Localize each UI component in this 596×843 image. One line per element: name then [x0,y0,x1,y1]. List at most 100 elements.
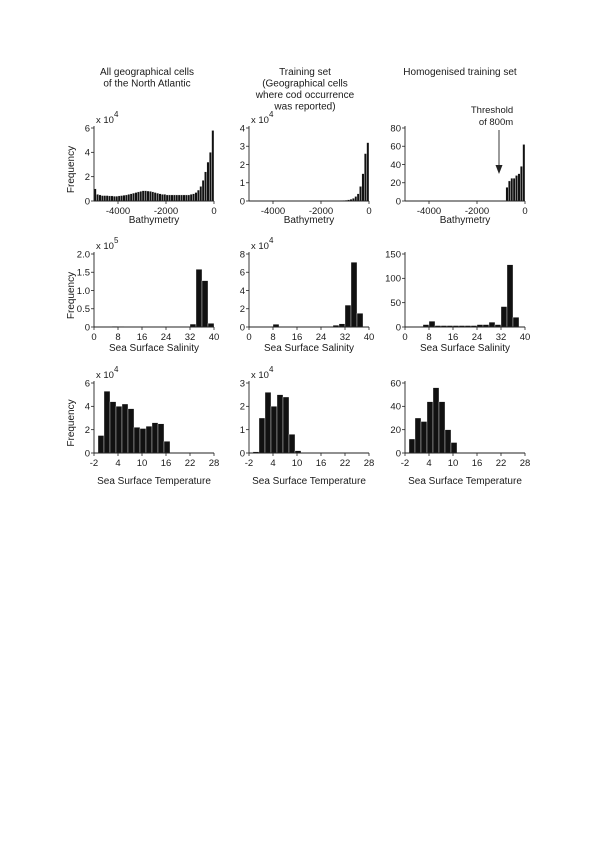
x-axis-label: Sea Surface Temperature [408,476,522,487]
x-axis-label: Sea Surface Salinity [420,343,510,354]
bar [139,191,143,202]
y-tick-label: 50 [390,298,401,309]
bar [344,304,352,328]
x-tick-label: 22 [340,458,351,469]
x-tick-label: -2 [245,458,253,469]
y-tick-label: 60 [390,142,401,153]
bar [204,171,207,202]
y-tick-label: 20 [390,425,401,436]
bar [122,194,126,202]
x-tick-label: 32 [185,332,196,343]
x-tick-label: 4 [270,458,275,469]
y-tick-label: 150 [385,249,401,260]
x-tick-label: 4 [115,458,120,469]
bar [207,323,215,328]
threshold-label-line-1: Threshold [471,105,513,116]
bar [500,306,508,328]
bar [209,152,212,202]
bar [98,194,102,202]
x-tick-label: -4000 [106,206,130,217]
bar [127,194,131,202]
x-tick-label: 24 [316,332,327,343]
y-scale-base: x 10 [251,115,269,126]
x-tick-label: -2 [90,458,98,469]
bar [438,401,446,454]
bar [146,190,150,202]
y-scale-base: x 10 [251,241,269,252]
y-scale-multiplier: x 104 [251,236,274,252]
y-tick-label: 1 [240,178,245,189]
y-tick-label: 40 [390,160,401,171]
x-tick-label: 16 [448,332,459,343]
bar [414,417,422,454]
y-tick-label: 3 [240,142,245,153]
y-scale-exponent: 4 [114,110,119,119]
x-tick-label: -2 [401,458,409,469]
y-scale-exponent: 5 [114,236,119,245]
bar [170,194,174,202]
x-tick-label: 16 [161,458,172,469]
y-tick-label: 100 [385,274,401,285]
bar [163,441,171,454]
bar [177,194,181,202]
threshold-arrow-head [495,165,503,174]
bar [258,417,266,454]
x-tick-label: -4000 [417,206,441,217]
x-tick-label: 16 [292,332,303,343]
y-tick-label: 0.5 [77,304,90,315]
bar [199,186,203,202]
bar [173,194,176,202]
x-tick-label: 32 [496,332,507,343]
x-tick-label: 0 [91,332,96,343]
x-tick-label: 40 [364,332,375,343]
bar [520,166,523,202]
y-scale-multiplier: x 105 [96,236,119,252]
y-scale-exponent: 4 [269,236,274,245]
bar [101,195,104,202]
y-tick-label: 2 [240,160,245,171]
bar [264,392,272,454]
y-tick-label: 1.0 [77,286,90,297]
bar [512,178,516,202]
bar [129,193,133,202]
y-tick-label: 0 [396,196,401,207]
threshold-label-line-2: of 800m [479,117,513,128]
y-tick-label: 0 [85,196,90,207]
bar [187,194,191,202]
column-title-0-line-1: of the North Atlantic [103,79,190,90]
histogram-panel-r1-c0: 0 8 16 24 32 40 0 0.5 1.0 1.5 2.0 x 105 Sea Surface … [66,236,219,354]
x-tick-label: 0 [246,332,251,343]
bar [168,194,171,202]
x-tick-label: 40 [209,332,220,343]
histogram-panel-r1-c2: 0 8 16 24 32 40 0 50 100 150 Sea Surface Salinity [385,249,530,354]
y-tick-label: 0 [240,196,245,207]
bar [338,323,346,328]
y-axis-label: Frequency [66,399,77,446]
y-scale-base: x 10 [96,115,114,126]
bar [145,425,153,454]
bar [192,193,195,202]
bar [428,320,436,328]
y-tick-label: 4 [85,148,90,159]
y-tick-label: 0 [396,322,401,333]
bar [354,196,358,202]
bar [206,161,210,202]
x-tick-label: 16 [316,458,327,469]
bar [139,428,147,454]
y-scale-base: x 10 [96,370,114,381]
y-scale-multiplier: x 104 [251,365,274,381]
y-tick-label: 2 [240,304,245,315]
bar [420,421,428,454]
histogram-panel-r0-c2: -4000 -2000 0 0 20 40 60 80 Bathymetry [390,123,527,226]
x-axis-label: Bathymetry [284,215,335,226]
bar [151,191,155,202]
bar [125,194,128,202]
y-tick-label: 0 [85,322,90,333]
y-tick-label: 4 [240,286,245,297]
bar [270,406,278,454]
bar [194,192,198,202]
x-tick-label: 10 [137,458,148,469]
